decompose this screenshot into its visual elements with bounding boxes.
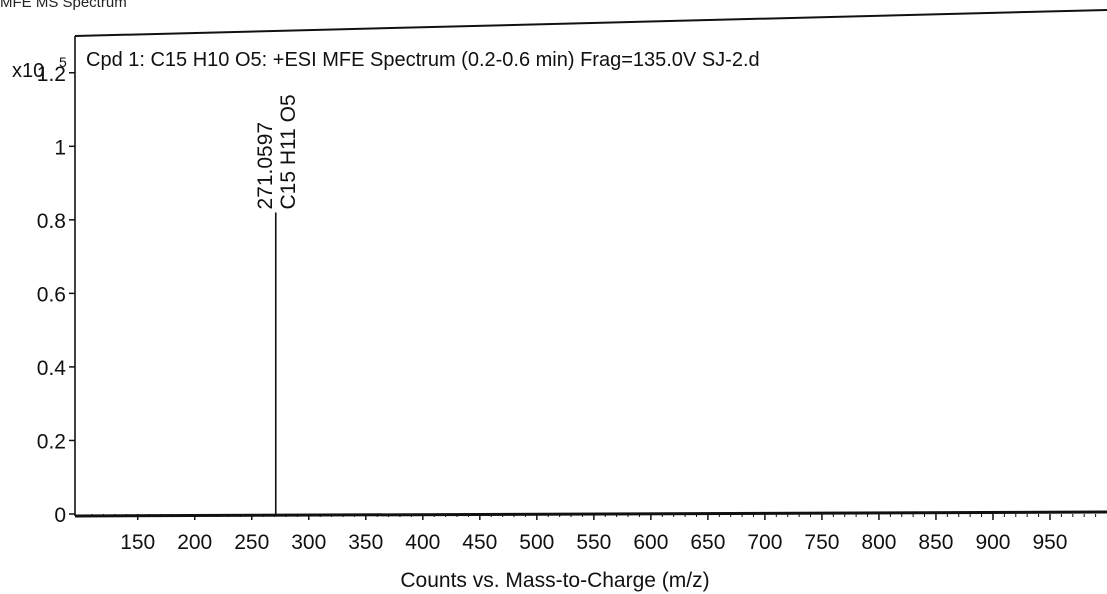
x-axis-line bbox=[74, 510, 1107, 518]
spectrum-peaks: 271.0597 C15 H11 O5 bbox=[254, 94, 300, 514]
x-tick-label: 550 bbox=[576, 531, 611, 554]
x-tick-label: 750 bbox=[804, 531, 839, 554]
x-tick-label: 500 bbox=[519, 531, 554, 554]
x-tick-label: 350 bbox=[348, 531, 383, 554]
chart-title: Cpd 1: C15 H10 O5: +ESI MFE Spectrum (0.… bbox=[86, 49, 760, 71]
page-title: MFE MS Spectrum bbox=[0, 0, 127, 11]
x-tick-label: 700 bbox=[747, 531, 782, 554]
peak-formula-label: C15 H11 O5 bbox=[277, 94, 300, 209]
y-tick-label: 0.6 bbox=[37, 283, 66, 306]
peak-mass-label: 271.0597 bbox=[254, 122, 277, 210]
y-tick-label: 1.2 bbox=[37, 63, 66, 86]
plot-top-border bbox=[74, 9, 1107, 37]
y-multiplier-label: x10 bbox=[12, 60, 44, 82]
y-tick-label: 0.4 bbox=[37, 357, 67, 380]
x-tick-label: 650 bbox=[690, 531, 725, 554]
x-tick-label: 850 bbox=[918, 531, 953, 554]
x-tick-label: 150 bbox=[120, 531, 155, 554]
x-tick-label: 450 bbox=[462, 531, 497, 554]
x-tick-label: 200 bbox=[177, 531, 212, 554]
x-tick-label: 400 bbox=[405, 531, 440, 554]
y-tick-label: 1 bbox=[54, 136, 66, 159]
y-tick-label: 0.2 bbox=[37, 430, 66, 453]
x-axis-ticks: 150 200 250 300 350 400 450 500 550 600 650 700 750 8… bbox=[91, 514, 1097, 554]
y-exponent-label: 5 bbox=[59, 54, 67, 70]
y-axis-ticks: 0 0.2 0.4 0.6 0.8 1 1.2 bbox=[37, 63, 75, 527]
x-tick-label: 900 bbox=[975, 531, 1010, 554]
x-tick-label: 300 bbox=[291, 531, 326, 554]
y-tick-label: 0.8 bbox=[37, 210, 66, 233]
x-tick-label: 250 bbox=[234, 531, 269, 554]
x-tick-label: 950 bbox=[1032, 531, 1067, 554]
x-tick-label: 800 bbox=[861, 531, 896, 554]
x-tick-label: 600 bbox=[633, 531, 668, 554]
y-tick-label: 0 bbox=[54, 504, 66, 527]
x-axis-title: Counts vs. Mass-to-Charge (m/z) bbox=[400, 569, 709, 592]
